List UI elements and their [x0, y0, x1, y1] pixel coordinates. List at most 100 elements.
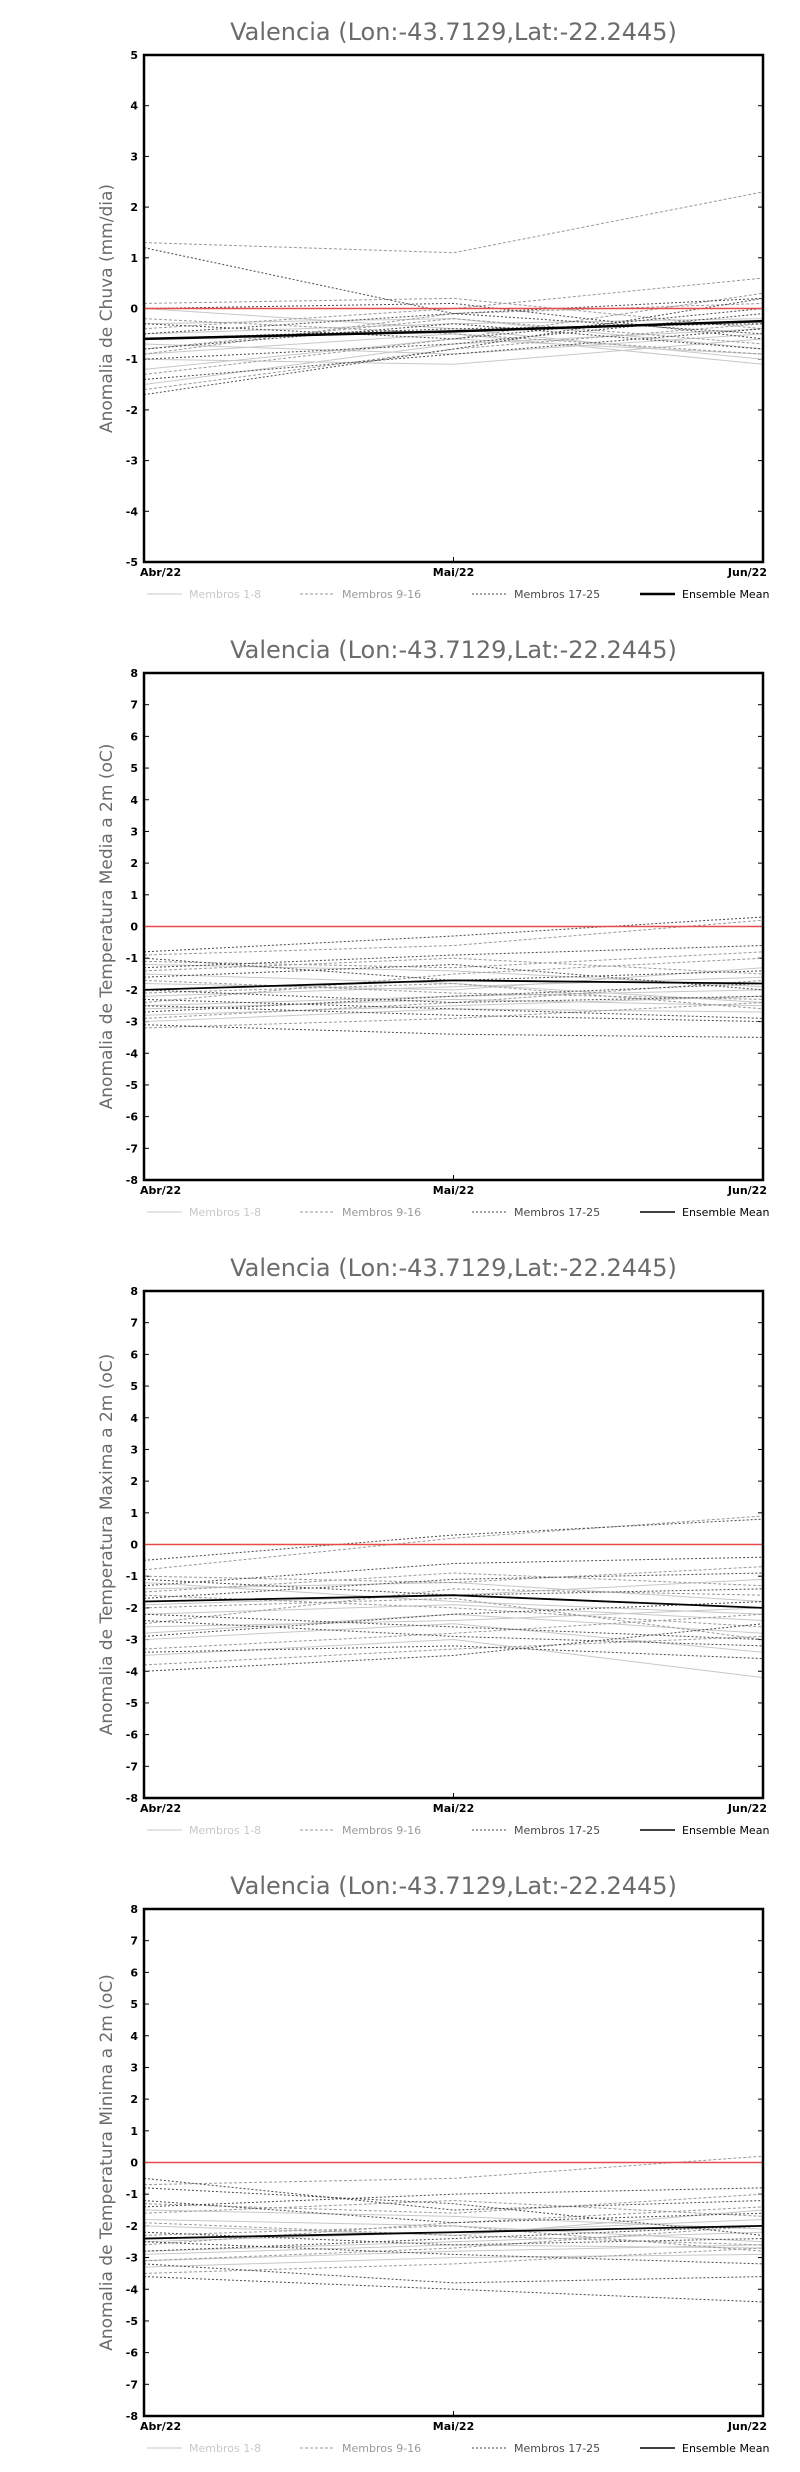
member-line-9-16-11 — [143, 2222, 764, 2246]
y-tick-label: 8 — [130, 667, 138, 680]
member-line-17-25-25 — [143, 989, 764, 1004]
y-tick-label: -2 — [126, 1602, 138, 1615]
member-line-17-25-24 — [143, 1556, 764, 1587]
member-line-17-25-18 — [143, 2263, 764, 2284]
x-tick-label: Abr/22 — [140, 2420, 181, 2433]
y-tick-label: -1 — [126, 353, 138, 366]
member-line-17-25-19 — [143, 1620, 764, 1647]
y-tick-label: 6 — [130, 1348, 138, 1361]
member-line-17-25-22 — [143, 297, 764, 335]
legend-label-members-1-8: Membros 1-8 — [189, 588, 261, 601]
member-line-1-8-3 — [143, 1582, 764, 1603]
y-tick-label: -8 — [126, 2410, 138, 2423]
y-tick-label: 8 — [130, 1903, 138, 1916]
member-line-17-25-17 — [143, 2177, 764, 2211]
member-line-9-16-16 — [143, 2200, 764, 2217]
y-tick-label: -8 — [126, 1792, 138, 1805]
member-line-17-25-24 — [143, 945, 764, 969]
y-tick-label: -5 — [126, 1697, 138, 1710]
y-tick-label: 0 — [130, 921, 138, 934]
y-tick-label: -4 — [126, 1665, 139, 1678]
y-tick-label: -4 — [126, 1047, 139, 1060]
member-line-9-16-9 — [143, 191, 764, 254]
member-line-9-16-12 — [143, 1613, 764, 1650]
y-tick-label: 5 — [130, 762, 138, 775]
y-tick-label: 2 — [130, 857, 138, 870]
y-tick-label: 1 — [130, 1507, 138, 1520]
y-tick-label: -1 — [126, 1570, 138, 1583]
y-tick-label: 7 — [130, 699, 138, 712]
x-tick-label: Mai/22 — [433, 1184, 474, 1197]
y-tick-label: 1 — [130, 889, 138, 902]
legend-label-members-9-16: Membros 9-16 — [342, 2442, 421, 2455]
member-line-17-25-19 — [143, 1005, 764, 1023]
ensemble-mean-line — [143, 979, 764, 991]
member-line-17-25-21 — [143, 2225, 764, 2252]
y-tick-label: -6 — [126, 2347, 139, 2360]
member-line-1-8-3 — [143, 973, 764, 1004]
legend-label-ensemble-mean: Ensemble Mean — [682, 1206, 769, 1219]
y-tick-label: -3 — [126, 1634, 138, 1647]
y-axis-label: Anomalia de Chuva (mm/dia) — [97, 184, 117, 433]
member-line-9-16-12 — [143, 2225, 764, 2262]
y-tick-label: -5 — [126, 1079, 138, 1092]
member-line-17-25-23 — [143, 2241, 764, 2265]
ensemble-mean-line — [143, 319, 764, 341]
y-tick-label: 0 — [130, 303, 138, 316]
member-line-1-8-3 — [143, 2219, 764, 2243]
member-line-9-16-10 — [143, 1588, 764, 1625]
chart-title: Valencia (Lon:-43.7129,Lat:-22.2445) — [230, 1254, 677, 1282]
y-tick-label: 1 — [130, 252, 138, 265]
y-axis-label: Anomalia de Temperatura Maxima a 2m (oC) — [97, 1354, 117, 1736]
y-tick-label: 0 — [130, 1539, 138, 1552]
x-tick-label: Abr/22 — [140, 566, 181, 579]
y-tick-label: 5 — [130, 49, 138, 62]
y-tick-label: -3 — [126, 455, 138, 468]
y-tick-label: 0 — [130, 2157, 138, 2170]
legend-label-ensemble-mean: Ensemble Mean — [682, 1824, 769, 1837]
chart-title: Valencia (Lon:-43.7129,Lat:-22.2445) — [230, 18, 677, 46]
member-line-9-16-9 — [143, 1515, 764, 1571]
member-line-9-16-15 — [143, 318, 764, 355]
member-line-9-16-13 — [143, 2193, 764, 2214]
y-tick-label: -7 — [126, 2378, 138, 2391]
member-line-1-8-1 — [143, 2231, 764, 2252]
y-tick-label: -3 — [126, 1016, 138, 1029]
y-tick-label: 5 — [130, 1998, 138, 2011]
chart-panel-2: Valencia (Lon:-43.7129,Lat:-22.2445) Anom… — [97, 636, 769, 1219]
member-line-1-8-7 — [143, 1613, 764, 1634]
member-line-17-25-20 — [143, 1572, 764, 1599]
member-line-17-25-21 — [143, 1601, 764, 1637]
member-line-17-25-25 — [143, 1623, 764, 1672]
y-tick-label: -4 — [126, 2283, 139, 2296]
member-line-9-16-15 — [143, 1002, 764, 1029]
plot-frame — [142, 53, 765, 564]
member-line-17-25-17 — [143, 916, 764, 953]
y-tick-label: -3 — [126, 2252, 138, 2265]
legend-label-members-1-8: Membros 1-8 — [189, 1824, 261, 1837]
member-line-17-25-18 — [143, 1645, 764, 1660]
y-tick-label: 8 — [130, 1285, 138, 1298]
y-tick-label: -2 — [126, 984, 138, 997]
member-line-9-16-15 — [143, 1635, 764, 1666]
member-line-9-16-16 — [143, 957, 764, 975]
y-axis-label: Anomalia de Temperatura Media a 2m (oC) — [97, 744, 117, 1110]
x-tick-label: Mai/22 — [433, 1802, 474, 1815]
legend-label-members-9-16: Membros 9-16 — [342, 588, 421, 601]
x-tick-label: Mai/22 — [433, 566, 474, 579]
x-tick-label: Mai/22 — [433, 2420, 474, 2433]
x-tick-label: Abr/22 — [140, 1184, 181, 1197]
member-line-17-25-20 — [143, 2187, 764, 2236]
y-tick-label: -1 — [126, 2188, 138, 2201]
x-tick-label: Abr/22 — [140, 1802, 181, 1815]
member-line-1-8-4 — [143, 1607, 764, 1628]
y-tick-label: 2 — [130, 201, 138, 214]
y-tick-label: 3 — [130, 1443, 138, 1456]
member-line-9-16-10 — [143, 957, 764, 1004]
member-line-17-25-18 — [143, 297, 764, 396]
member-line-17-25-17 — [143, 247, 764, 335]
legend-label-members-9-16: Membros 9-16 — [342, 1206, 421, 1219]
x-tick-label: Jun/22 — [727, 1802, 767, 1815]
ensemble-mean-line — [143, 2224, 764, 2240]
legend-label-members-1-8: Membros 1-8 — [189, 1206, 261, 1219]
